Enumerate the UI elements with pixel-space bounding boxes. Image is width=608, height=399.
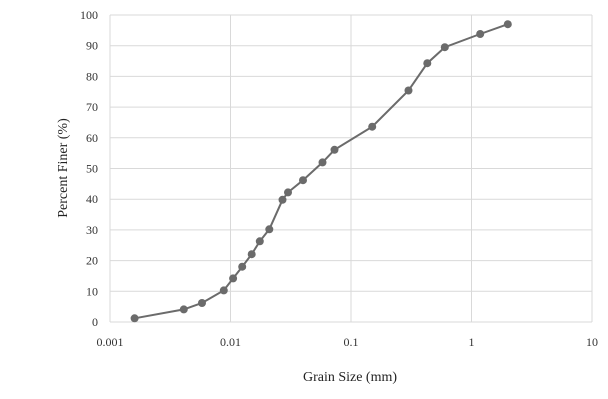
data-point [255, 237, 264, 246]
x-tick-label: 0.01 [220, 335, 241, 349]
y-tick-label: 20 [86, 254, 98, 268]
data-point [299, 176, 307, 185]
data-point [130, 314, 139, 323]
y-axis-label: Percent Finer (%) [56, 118, 71, 218]
data-point [368, 122, 377, 131]
x-tick-label: 0.1 [344, 335, 359, 349]
data-point [238, 262, 247, 271]
y-tick-label: 80 [86, 69, 98, 83]
data-markers [130, 20, 512, 323]
y-tick-label: 10 [86, 284, 98, 298]
series-line [134, 23, 509, 320]
data-point [265, 225, 274, 234]
data-point [404, 86, 413, 95]
x-tick-label: 1 [469, 335, 475, 349]
y-tick-label: 40 [86, 192, 98, 206]
x-axis-ticks: 0.001 0.01 0.1 1 10 [97, 335, 599, 349]
data-point [179, 305, 188, 314]
grid [109, 14, 593, 323]
y-tick-label: 90 [86, 39, 98, 53]
data-point [247, 250, 256, 259]
x-tick-label: 10 [586, 335, 598, 349]
y-tick-label: 100 [80, 8, 98, 22]
data-point [423, 59, 432, 68]
y-tick-label: 30 [86, 223, 98, 237]
x-axis-label: Grain Size (mm) [303, 370, 397, 385]
data-point [318, 158, 327, 167]
data-point [330, 145, 339, 154]
y-tick-label: 70 [86, 100, 98, 114]
data-point [284, 188, 292, 197]
y-tick-label: 60 [86, 131, 98, 145]
x-tick-label: 0.001 [97, 335, 124, 349]
y-tick-label: 0 [92, 315, 98, 329]
data-point [198, 299, 206, 307]
y-axis-ticks: 0 10 20 30 40 50 60 70 80 90 100 [80, 8, 98, 329]
y-tick-label: 50 [86, 162, 98, 176]
data-point [476, 30, 485, 38]
data-point [229, 274, 238, 283]
data-point [503, 20, 512, 29]
data-point [440, 43, 449, 52]
data-point [219, 286, 228, 295]
data-point [278, 195, 287, 204]
